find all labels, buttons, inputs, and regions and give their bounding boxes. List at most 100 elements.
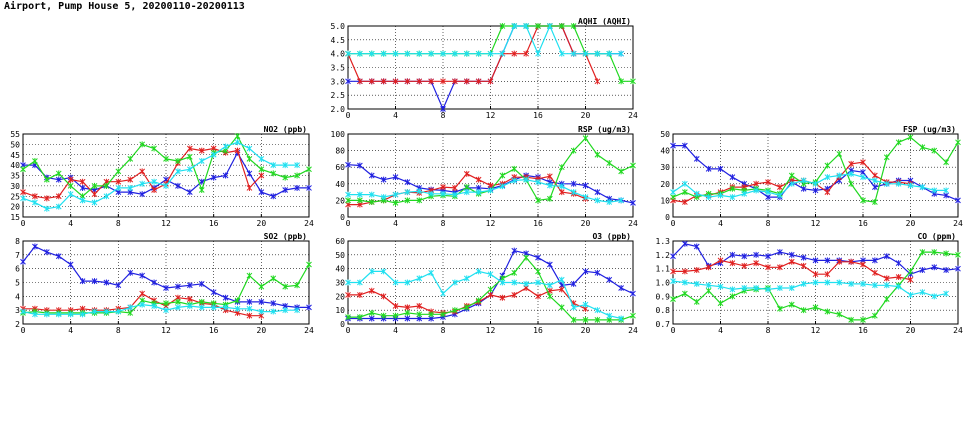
data-point — [582, 316, 589, 323]
data-point — [380, 78, 387, 85]
data-point — [558, 183, 565, 190]
x-tick-label: 24 — [628, 111, 638, 120]
x-tick-label: 24 — [304, 326, 314, 335]
data-point — [848, 160, 854, 167]
data-point — [222, 143, 229, 150]
x-tick-label: 20 — [581, 326, 591, 335]
data-point — [404, 279, 411, 286]
data-point — [91, 308, 98, 315]
data-point — [139, 290, 146, 297]
data-point — [765, 179, 771, 186]
data-point — [943, 250, 949, 257]
data-point — [535, 293, 541, 300]
data-point — [570, 180, 577, 187]
data-point — [860, 197, 866, 204]
data-point — [345, 314, 351, 321]
y-tick-label: 30 — [335, 279, 345, 288]
data-point — [380, 312, 387, 319]
data-point — [907, 134, 914, 141]
data-point — [175, 168, 181, 175]
data-point — [79, 184, 86, 191]
data-point — [246, 184, 253, 191]
chart-title: RSP (ug/m3) — [578, 125, 631, 134]
x-tick-label: 8 — [116, 219, 121, 228]
data-point — [151, 303, 157, 310]
data-point — [463, 170, 470, 177]
data-point — [570, 189, 577, 196]
data-point — [895, 180, 902, 187]
data-point — [788, 258, 795, 265]
data-point — [860, 159, 866, 166]
data-point — [848, 316, 854, 323]
data-point — [380, 268, 387, 275]
data-point — [475, 50, 482, 57]
data-point — [558, 286, 565, 293]
data-point — [127, 309, 134, 316]
data-point — [91, 191, 98, 198]
data-point — [800, 307, 807, 314]
data-point — [670, 268, 676, 275]
data-point — [452, 279, 458, 286]
data-point — [392, 312, 399, 319]
data-point — [670, 142, 676, 149]
y-tick-label: 3 — [15, 306, 20, 315]
data-point — [777, 264, 783, 271]
chart-title: SO2 (ppb) — [264, 232, 307, 241]
data-point — [535, 50, 541, 57]
data-point — [618, 78, 624, 85]
data-point — [860, 261, 866, 268]
data-point — [511, 247, 518, 254]
data-point — [55, 253, 62, 260]
data-point — [452, 50, 458, 57]
data-point — [163, 155, 169, 162]
data-point — [392, 199, 399, 206]
x-tick-label: 12 — [486, 326, 496, 335]
x-tick-label: 4 — [68, 326, 73, 335]
data-point — [693, 190, 700, 197]
data-point — [670, 278, 676, 285]
y-tick-label: 1.0 — [656, 279, 671, 288]
data-point — [368, 191, 375, 198]
data-point — [306, 184, 312, 191]
y-tick-label: 50 — [660, 130, 670, 139]
data-point — [32, 311, 38, 318]
data-point — [523, 50, 529, 57]
data-point — [547, 195, 553, 202]
data-point — [777, 184, 783, 191]
data-point — [582, 135, 589, 142]
y-tick-label: 20 — [660, 180, 670, 189]
data-point — [43, 195, 50, 202]
data-point — [729, 185, 736, 192]
data-point — [630, 199, 636, 206]
data-point — [487, 286, 494, 293]
data-point — [919, 184, 926, 191]
data-point — [487, 187, 494, 194]
data-point — [404, 304, 411, 311]
data-point — [872, 184, 878, 191]
x-tick-label: 20 — [906, 219, 916, 228]
chart-title: CO (ppm) — [917, 232, 956, 241]
x-tick-label: 4 — [393, 326, 398, 335]
data-point — [606, 160, 613, 167]
data-point — [67, 191, 74, 198]
data-point — [872, 199, 878, 206]
data-point — [103, 279, 110, 286]
data-point — [883, 282, 890, 289]
chart-title: AQHI (AQHI) — [578, 17, 631, 26]
data-point — [824, 189, 831, 196]
data-point — [139, 180, 146, 187]
data-point — [404, 179, 411, 186]
data-point — [246, 305, 253, 312]
y-tick-label: 0.7 — [656, 320, 671, 329]
data-point — [812, 257, 819, 264]
data-point — [368, 78, 375, 85]
data-point — [705, 194, 712, 201]
data-point — [186, 189, 193, 196]
data-point — [547, 182, 553, 189]
data-point — [682, 290, 688, 297]
data-point — [175, 157, 181, 164]
data-point — [282, 187, 289, 194]
data-point — [594, 189, 601, 196]
data-point — [440, 290, 446, 297]
data-point — [368, 50, 375, 57]
